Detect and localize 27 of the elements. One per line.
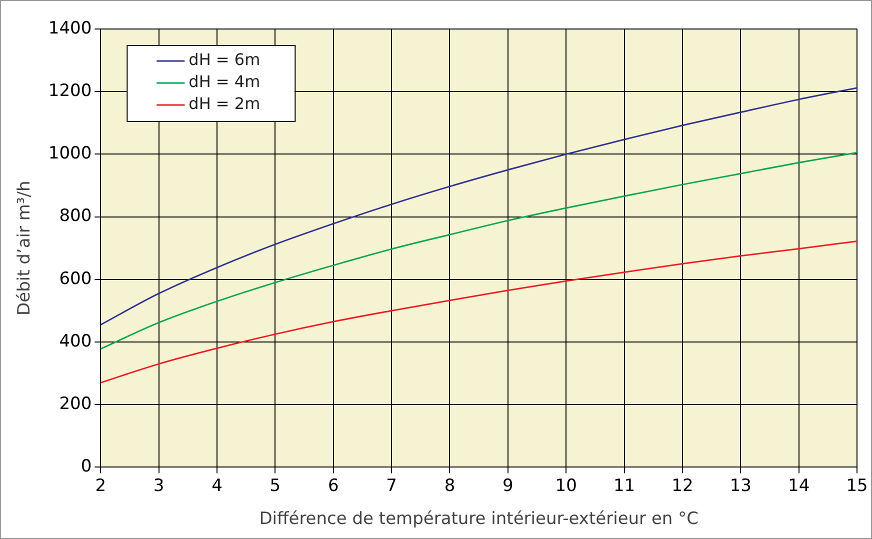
y-tick-label: 1400 xyxy=(48,18,92,38)
legend-label: dH = 6m xyxy=(188,50,260,70)
y-axis-title: Débit d’air m³/h xyxy=(14,180,35,316)
legend-label: dH = 2m xyxy=(188,94,260,114)
x-tick-label: 7 xyxy=(386,476,397,496)
x-tick-label: 5 xyxy=(270,476,281,496)
x-axis-title: Différence de température intérieur-extérieur en °C xyxy=(259,509,698,530)
x-tick-label: 2 xyxy=(95,476,106,496)
y-tick-label: 800 xyxy=(59,206,92,226)
x-tick-label: 8 xyxy=(444,476,456,496)
x-tick-label: 11 xyxy=(613,476,636,496)
x-tick-label: 9 xyxy=(502,476,514,496)
x-tick-label: 12 xyxy=(672,476,694,496)
y-tick-label: 400 xyxy=(59,331,92,352)
y-tick-label: 200 xyxy=(59,394,92,414)
x-tick-label: 14 xyxy=(788,476,810,496)
y-tick-label: 600 xyxy=(59,268,92,289)
legend-label: dH = 4m xyxy=(188,72,260,92)
x-tick-label: 15 xyxy=(846,476,868,496)
y-tick-label: 0 xyxy=(80,456,92,477)
y-tick-label: 1200 xyxy=(48,81,92,102)
x-tick-label: 3 xyxy=(153,476,164,496)
x-tick-label: 6 xyxy=(328,476,339,496)
x-tick-label: 10 xyxy=(555,476,577,496)
x-tick-label: 4 xyxy=(212,476,222,496)
x-tick-label: 13 xyxy=(730,476,752,496)
y-tick-label: 1000 xyxy=(48,144,92,164)
